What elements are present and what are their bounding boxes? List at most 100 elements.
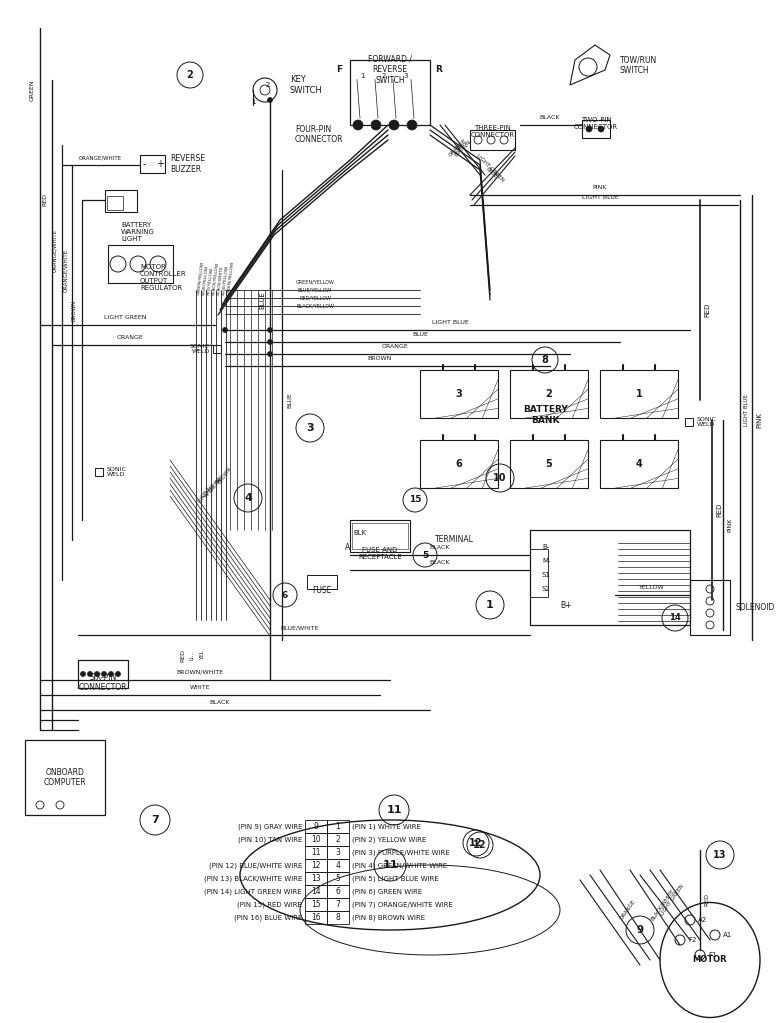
Bar bbox=[140, 155, 165, 173]
Text: PINK: PINK bbox=[593, 185, 607, 190]
Text: BLACK/YELLOW: BLACK/YELLOW bbox=[212, 262, 220, 295]
Text: RED: RED bbox=[42, 193, 47, 207]
Text: RED: RED bbox=[704, 893, 709, 906]
Text: BLK: BLK bbox=[354, 530, 366, 536]
Text: BLUE: BLUE bbox=[259, 292, 265, 309]
Text: YEL: YEL bbox=[200, 651, 205, 660]
Text: PURPLE: PURPLE bbox=[198, 486, 212, 504]
Text: LIGHT GREEN: LIGHT GREEN bbox=[475, 153, 505, 183]
Circle shape bbox=[80, 671, 85, 676]
Circle shape bbox=[353, 120, 363, 130]
Text: SIX-PIN
CONNECTOR: SIX-PIN CONNECTOR bbox=[79, 672, 127, 692]
Text: GREEN: GREEN bbox=[30, 79, 35, 101]
Text: BROWN: BROWN bbox=[454, 139, 473, 158]
Text: 10: 10 bbox=[494, 473, 507, 483]
Bar bbox=[510, 440, 588, 488]
Circle shape bbox=[116, 671, 120, 676]
Bar bbox=[327, 859, 349, 872]
Bar bbox=[685, 418, 693, 426]
Text: 13: 13 bbox=[713, 850, 727, 860]
Bar bbox=[305, 833, 327, 846]
Text: SONIC
WELD: SONIC WELD bbox=[107, 466, 127, 478]
Text: 4: 4 bbox=[244, 493, 252, 503]
Bar bbox=[352, 523, 408, 549]
Text: (PIN 7) ORANGE/WHITE WIRE: (PIN 7) ORANGE/WHITE WIRE bbox=[352, 901, 453, 907]
Circle shape bbox=[95, 671, 99, 676]
Text: TWO-PIN
CONNECTOR: TWO-PIN CONNECTOR bbox=[574, 117, 618, 130]
Text: B-: B- bbox=[542, 544, 549, 550]
Text: BROWN: BROWN bbox=[72, 300, 77, 320]
Bar bbox=[582, 120, 610, 138]
Text: GREEN/YELLOW: GREEN/YELLOW bbox=[197, 261, 205, 295]
Text: 9: 9 bbox=[313, 822, 319, 831]
Bar bbox=[305, 859, 327, 872]
Bar bbox=[600, 370, 678, 418]
Bar bbox=[327, 846, 349, 859]
Text: TERMINAL: TERMINAL bbox=[435, 535, 474, 544]
Text: SONIC
WELD: SONIC WELD bbox=[190, 344, 210, 354]
Text: A1: A1 bbox=[723, 932, 733, 938]
Text: 3: 3 bbox=[336, 848, 341, 857]
Text: WHITE: WHITE bbox=[190, 685, 210, 690]
Text: 4: 4 bbox=[636, 459, 643, 469]
Bar bbox=[327, 820, 349, 833]
Bar bbox=[107, 196, 123, 210]
Text: BROWN: BROWN bbox=[368, 356, 392, 361]
Text: THREE-PIN
CONNECTOR: THREE-PIN CONNECTOR bbox=[470, 125, 515, 138]
Text: LIGHT BLUE: LIGHT BLUE bbox=[582, 195, 619, 201]
Text: 3: 3 bbox=[306, 422, 314, 433]
Bar bbox=[530, 530, 690, 625]
Text: RED/YELLOW: RED/YELLOW bbox=[207, 266, 215, 295]
Text: PINK: PINK bbox=[756, 412, 762, 428]
Text: (PIN 6) GREEN WIRE: (PIN 6) GREEN WIRE bbox=[352, 888, 423, 895]
Text: 16: 16 bbox=[311, 913, 321, 922]
Text: WHITE: WHITE bbox=[203, 482, 216, 498]
Text: 7: 7 bbox=[336, 900, 341, 909]
Text: BLACK/WHITE: BLACK/WHITE bbox=[651, 888, 676, 922]
Text: F: F bbox=[336, 65, 342, 75]
Text: RED: RED bbox=[716, 503, 722, 518]
Text: 15: 15 bbox=[408, 495, 421, 504]
Circle shape bbox=[598, 126, 604, 132]
Text: 1: 1 bbox=[636, 389, 643, 399]
Text: 6: 6 bbox=[336, 887, 341, 896]
Text: BLUE: BLUE bbox=[484, 167, 497, 180]
Text: 11: 11 bbox=[382, 860, 398, 870]
Bar bbox=[350, 60, 430, 125]
Text: S1: S1 bbox=[542, 572, 551, 578]
Text: SONIC
WELD: SONIC WELD bbox=[697, 416, 717, 428]
Text: 2: 2 bbox=[546, 389, 552, 399]
Text: (PIN 4) GREEN/WHITE WIRE: (PIN 4) GREEN/WHITE WIRE bbox=[352, 862, 448, 869]
Text: ORANGE: ORANGE bbox=[619, 899, 637, 921]
Bar bbox=[78, 660, 128, 688]
Text: F2: F2 bbox=[688, 937, 697, 943]
Text: S2: S2 bbox=[542, 586, 551, 592]
Bar bbox=[327, 885, 349, 898]
Bar bbox=[350, 520, 410, 552]
Text: 8: 8 bbox=[541, 355, 548, 365]
Text: YELLOW: YELLOW bbox=[639, 585, 665, 590]
Circle shape bbox=[268, 352, 273, 356]
Bar bbox=[305, 846, 327, 859]
Text: GREEN/YELLOW: GREEN/YELLOW bbox=[295, 280, 334, 285]
Text: 5: 5 bbox=[422, 550, 428, 560]
Text: GREEN/YELLOW: GREEN/YELLOW bbox=[227, 261, 235, 295]
Bar bbox=[95, 468, 103, 476]
Bar bbox=[108, 244, 173, 283]
Bar bbox=[305, 872, 327, 885]
Text: B+: B+ bbox=[560, 601, 572, 610]
Text: MOTOR: MOTOR bbox=[693, 955, 727, 965]
Text: A: A bbox=[345, 543, 351, 552]
Text: ORANGE: ORANGE bbox=[448, 138, 468, 158]
Text: (PIN 15) RED WIRE: (PIN 15) RED WIRE bbox=[237, 901, 302, 907]
Bar bbox=[307, 575, 337, 589]
Bar bbox=[530, 549, 548, 596]
Bar bbox=[420, 370, 498, 418]
Text: +: + bbox=[156, 159, 164, 169]
Bar bbox=[327, 898, 349, 911]
Circle shape bbox=[102, 671, 106, 676]
Text: KEY
SWITCH: KEY SWITCH bbox=[290, 76, 323, 95]
Bar bbox=[470, 130, 515, 150]
Text: LIGHT GREEN: LIGHT GREEN bbox=[104, 315, 146, 320]
Bar bbox=[327, 872, 349, 885]
